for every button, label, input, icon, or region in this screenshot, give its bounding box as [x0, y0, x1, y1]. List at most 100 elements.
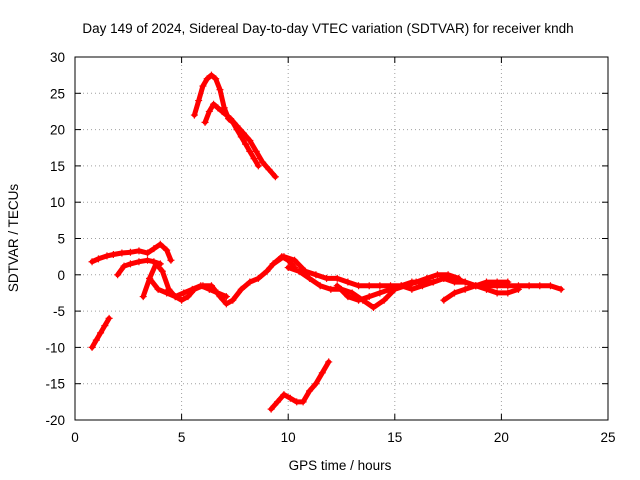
y-tick-label: -15 [45, 377, 65, 392]
x-tick-label: 25 [600, 430, 615, 445]
data-point [408, 285, 416, 293]
data-point [103, 252, 111, 260]
y-tick-label: 10 [50, 195, 65, 210]
data-point [171, 293, 179, 301]
data-point [504, 278, 512, 286]
data-point [265, 166, 273, 174]
data-point [158, 267, 166, 275]
data-point [493, 289, 501, 297]
data-point [525, 282, 533, 290]
data-point [344, 293, 352, 301]
data-point [312, 380, 320, 388]
data-point [139, 293, 147, 301]
data-point [271, 173, 279, 181]
data-point [333, 274, 341, 282]
y-axis-ticks: -20 -15 -10 -5 0 5 10 15 20 25 30 [45, 50, 608, 428]
data-point [408, 278, 416, 286]
data-point [246, 278, 254, 286]
series-points [146, 274, 230, 301]
data-point [227, 115, 235, 123]
data-point [216, 86, 224, 94]
y-tick-label: 20 [50, 123, 65, 138]
series-points [201, 100, 279, 181]
x-axis-label: GPS time / hours [289, 458, 392, 473]
data-point [210, 100, 218, 108]
data-point [178, 296, 186, 304]
data-point [514, 285, 522, 293]
data-point [482, 278, 490, 286]
data-point [109, 250, 117, 258]
data-point [461, 278, 469, 286]
data-point [214, 289, 222, 297]
data-point [150, 245, 158, 253]
data-point [126, 248, 134, 256]
data-point [355, 296, 363, 304]
data-point [222, 111, 230, 119]
y-axis-label: SDTVAR / TECUs [6, 184, 21, 293]
x-tick-label: 5 [178, 430, 186, 445]
series-points [88, 240, 175, 266]
series-arc-4 [146, 274, 230, 301]
data-point [504, 289, 512, 297]
data-point [201, 118, 209, 126]
data-point [461, 285, 469, 293]
data-point [291, 256, 299, 264]
data-point [222, 293, 230, 301]
series-points [267, 358, 333, 413]
data-point [101, 322, 109, 330]
data-point [88, 343, 96, 351]
data-point [376, 282, 384, 290]
series-line [89, 241, 174, 265]
data-point [397, 282, 405, 290]
data-point [450, 274, 458, 282]
data-point [369, 303, 377, 311]
data-point [214, 104, 222, 112]
series-points [88, 314, 113, 351]
series-arc-7 [333, 274, 522, 304]
data-point [154, 285, 162, 293]
data-point [152, 260, 160, 268]
data-point [212, 75, 220, 83]
data-point [440, 296, 448, 304]
series-arc-9 [88, 314, 113, 351]
data-point [419, 278, 427, 286]
data-point [365, 293, 373, 301]
data-point [299, 398, 307, 406]
series-line [147, 275, 229, 300]
series-arc-8 [440, 278, 512, 304]
data-point [203, 75, 211, 83]
data-point [237, 285, 245, 293]
data-point [327, 285, 335, 293]
data-point [199, 82, 207, 90]
series-arc-2 [114, 256, 164, 279]
data-point [312, 271, 320, 279]
data-point [433, 271, 441, 279]
data-point [229, 296, 237, 304]
data-point [306, 387, 314, 395]
y-tick-label: -10 [45, 340, 65, 355]
data-point [105, 314, 113, 322]
data-point [365, 282, 373, 290]
y-tick-label: -20 [45, 413, 65, 428]
series-points [114, 256, 164, 279]
data-point [318, 369, 326, 377]
y-tick-label: 5 [57, 232, 65, 247]
y-tick-label: 25 [50, 86, 65, 101]
data-point [274, 398, 282, 406]
data-point [97, 329, 105, 337]
y-tick-label: -5 [53, 304, 65, 319]
series-points [440, 278, 512, 304]
data-point [387, 285, 395, 293]
data-point [429, 278, 437, 286]
data-point [306, 274, 314, 282]
data-point [222, 300, 230, 308]
data-point [280, 391, 288, 399]
data-point [333, 282, 341, 290]
data-point [167, 256, 175, 264]
series-line [202, 101, 278, 180]
data-point [143, 249, 151, 257]
data-point [557, 285, 565, 293]
data-point [197, 282, 205, 290]
data-point [250, 155, 258, 163]
